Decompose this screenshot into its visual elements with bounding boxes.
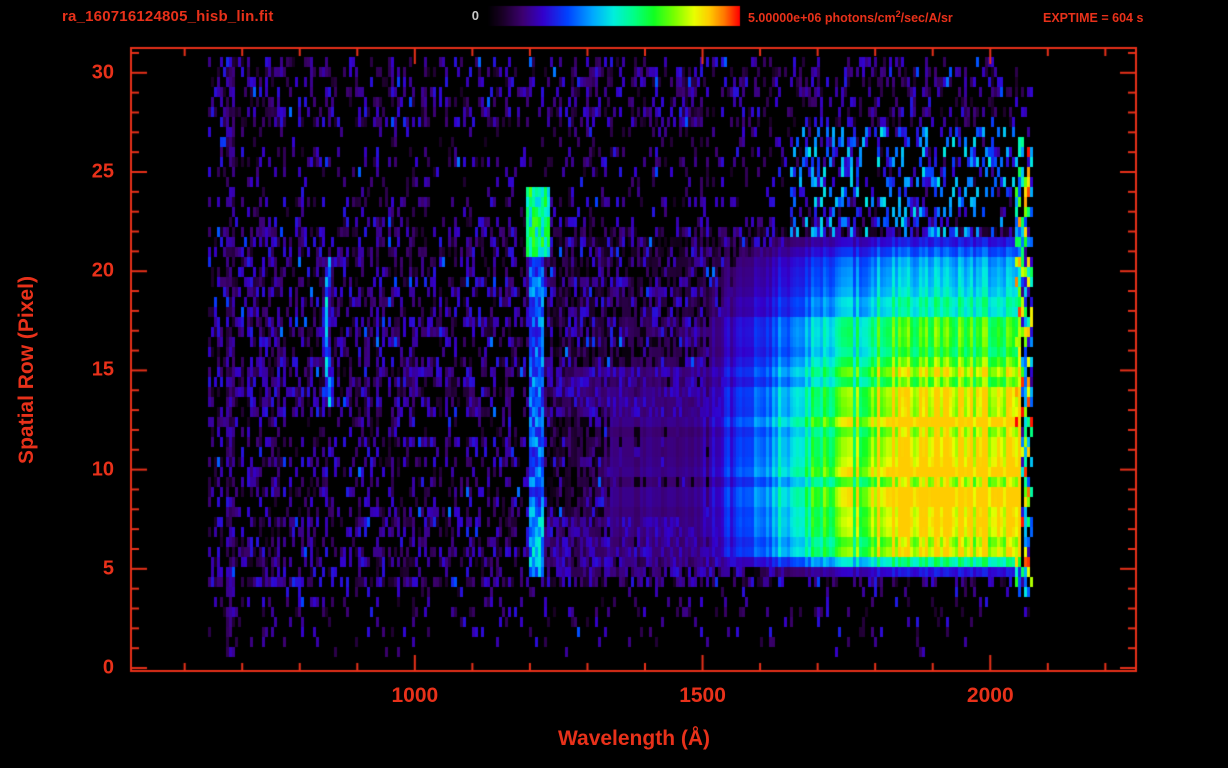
colorbar-units-suffix: /sec/A/sr <box>900 11 953 26</box>
x-axis-title: Wavelength (Å) <box>557 727 711 750</box>
y-tick-label: 0 <box>102 656 114 679</box>
y-tick-label: 25 <box>91 160 114 183</box>
exptime-label: EXPTIME = 604 s <box>1043 11 1144 25</box>
filename-title: ra_160716124805_hisb_lin.fit <box>62 8 274 25</box>
y-tick-label: 5 <box>102 557 114 580</box>
y-tick-label: 15 <box>91 358 114 381</box>
colorbar-max-value: 5.00000e+06 <box>748 11 822 26</box>
colorbar-units-exponent: 2 <box>895 9 901 19</box>
y-tick-label: 10 <box>91 458 114 481</box>
x-tick-label: 2000 <box>966 684 1014 707</box>
y-tick-label: 20 <box>91 259 114 282</box>
y-axis-title: Spatial Row (Pixel) <box>15 276 38 464</box>
x-tick-label: 1500 <box>679 684 726 707</box>
colorbar-units-prefix: photons/cm <box>821 11 896 26</box>
x-tick-label: 1000 <box>391 684 439 707</box>
y-tick-label: 30 <box>91 61 114 84</box>
colorbar-min-label: 0 <box>471 8 479 23</box>
colorbar-max-label: 5.00000e+06 photons/cm2/sec/A/sr <box>748 9 953 25</box>
